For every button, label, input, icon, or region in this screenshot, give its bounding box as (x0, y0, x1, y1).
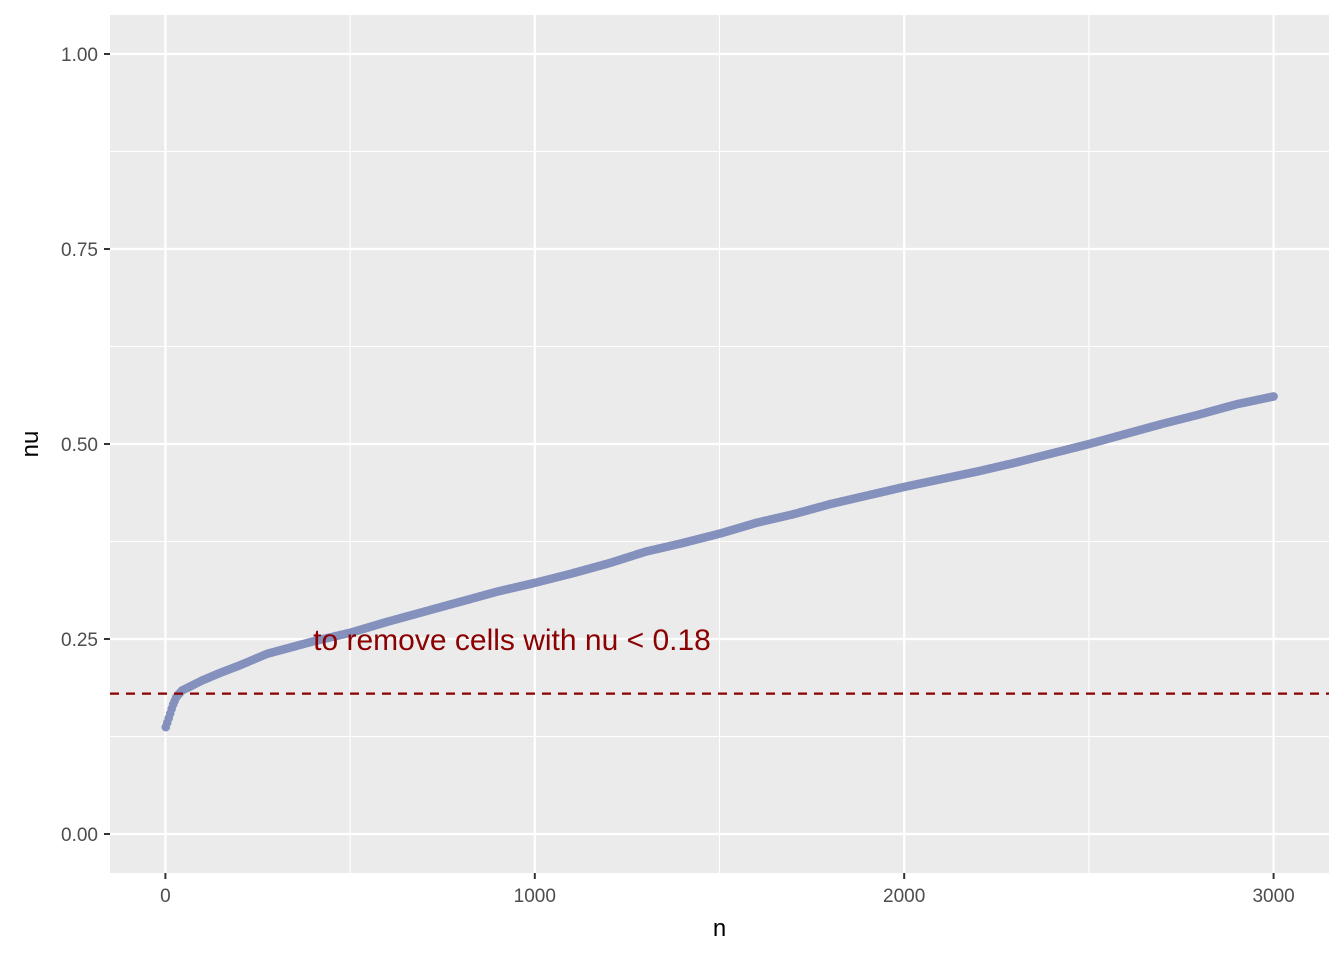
x-axis-title: n (713, 915, 726, 942)
y-tick-label: 1.00 (61, 45, 98, 66)
threshold-annotation: to remove cells with nu < 0.18 (313, 624, 711, 657)
x-tick-label: 3000 (1252, 886, 1294, 907)
y-tick-label: 0.00 (61, 825, 98, 846)
x-tick-label: 1000 (514, 886, 556, 907)
y-tick-label: 0.25 (61, 630, 98, 651)
x-tick-label: 2000 (883, 886, 925, 907)
data-point (1269, 392, 1278, 401)
grid-major (110, 15, 1329, 873)
x-axis: 0 1000 2000 3000 (160, 873, 1295, 907)
data-points (161, 392, 1278, 732)
y-tick-label: 0.50 (61, 435, 98, 456)
y-tick-label: 0.75 (61, 240, 98, 261)
x-tick-label: 0 (160, 886, 171, 907)
y-axis: 0.00 0.25 0.50 0.75 1.00 (61, 45, 110, 846)
y-axis-title: nu (17, 431, 44, 458)
